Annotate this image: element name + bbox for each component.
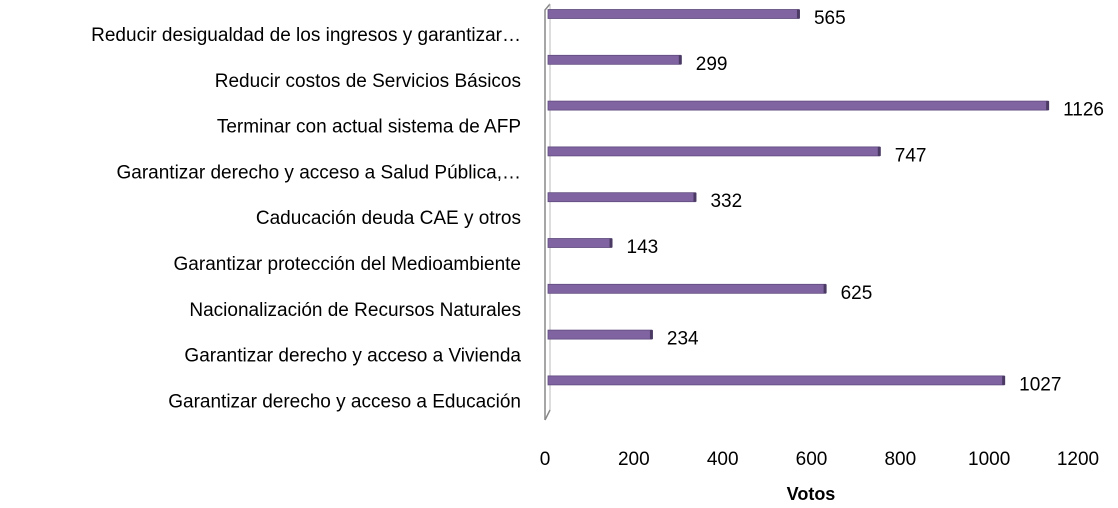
x-tick-label: 400 [707,449,739,470]
x-axis-title: Votos [787,484,836,504]
bar [547,283,827,294]
y-tick-label: Garantizar derecho y acceso a Vivienda [184,346,521,367]
value-label: 299 [696,54,728,75]
bar-end [823,284,827,294]
x-tick-label: 1200 [1057,449,1099,470]
bar-end [796,9,800,19]
bar [547,9,800,19]
x-tick-label: 200 [618,449,650,470]
y-tick-label: Nacionalización de Recursos Naturales [189,300,521,321]
y-tick-label: Garantizar protección del Medioambiente [174,254,521,275]
bar-end [877,146,881,156]
value-label: 332 [710,191,742,212]
bar-end [678,55,682,65]
axis-wall [544,3,551,420]
y-tick-label: Terminar con actual sistema de AFP [217,117,521,138]
y-tick-label: Garantizar derecho y acceso a Salud Públ… [117,162,522,183]
bar-end [693,192,697,202]
x-tick-label: 1000 [968,449,1010,470]
bar-end [1002,375,1006,385]
bar-end [649,330,653,340]
value-label: 1126 [1063,100,1104,121]
x-tick-label: 800 [884,449,916,470]
bar [547,146,881,157]
bar [547,238,612,248]
bar [547,192,696,203]
bar [547,375,1005,386]
value-label: 747 [895,145,927,166]
bar-end [609,238,613,248]
x-tick-label: 600 [796,449,828,470]
value-label: 234 [667,329,699,350]
bar [547,54,682,65]
bar [547,329,653,340]
y-tick-label: Reducir costos de Servicios Básicos [215,71,521,92]
value-label: 565 [814,8,846,29]
y-tick-label: Garantizar derecho y acceso a Educación [168,391,521,412]
bar-end [1046,101,1050,111]
x-tick-label: 0 [540,449,551,470]
value-label: 1027 [1019,374,1061,395]
y-tick-label: Caducación deuda CAE y otros [256,208,521,229]
bar [547,100,1049,111]
value-label: 625 [841,283,873,304]
value-label: 143 [627,237,659,258]
axis-wall-foot [544,409,551,421]
y-tick-label: Reducir desigualdad de los ingresos y ga… [91,25,521,46]
